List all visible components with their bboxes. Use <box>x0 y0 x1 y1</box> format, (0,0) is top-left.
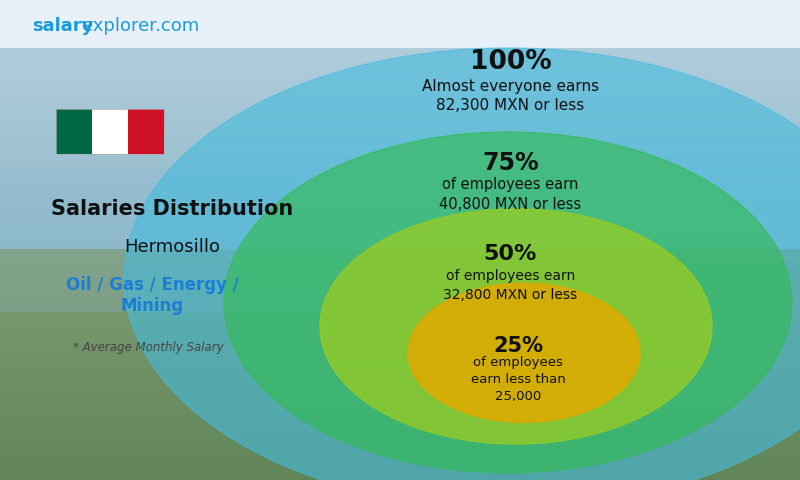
Circle shape <box>320 209 712 444</box>
FancyBboxPatch shape <box>56 109 92 154</box>
Text: explorer.com: explorer.com <box>82 17 200 35</box>
Circle shape <box>408 283 640 422</box>
Text: 50%: 50% <box>484 244 537 264</box>
Text: 100%: 100% <box>470 49 551 75</box>
Text: Almost everyone earns
82,300 MXN or less: Almost everyone earns 82,300 MXN or less <box>422 79 599 113</box>
FancyBboxPatch shape <box>92 109 128 154</box>
Text: Salaries Distribution: Salaries Distribution <box>51 199 293 219</box>
Circle shape <box>224 132 792 473</box>
Circle shape <box>124 48 800 480</box>
Text: of employees earn
32,800 MXN or less: of employees earn 32,800 MXN or less <box>443 269 578 302</box>
Text: Oil / Gas / Energy /
Mining: Oil / Gas / Energy / Mining <box>66 276 238 314</box>
Text: salary: salary <box>32 17 94 35</box>
Text: 75%: 75% <box>482 151 538 175</box>
Text: Hermosillo: Hermosillo <box>124 238 220 256</box>
Text: of employees earn
40,800 MXN or less: of employees earn 40,800 MXN or less <box>439 177 582 212</box>
Text: of employees
earn less than
25,000: of employees earn less than 25,000 <box>471 356 566 403</box>
Text: 25%: 25% <box>494 336 543 356</box>
Text: * Average Monthly Salary: * Average Monthly Salary <box>73 341 223 355</box>
FancyBboxPatch shape <box>128 109 164 154</box>
